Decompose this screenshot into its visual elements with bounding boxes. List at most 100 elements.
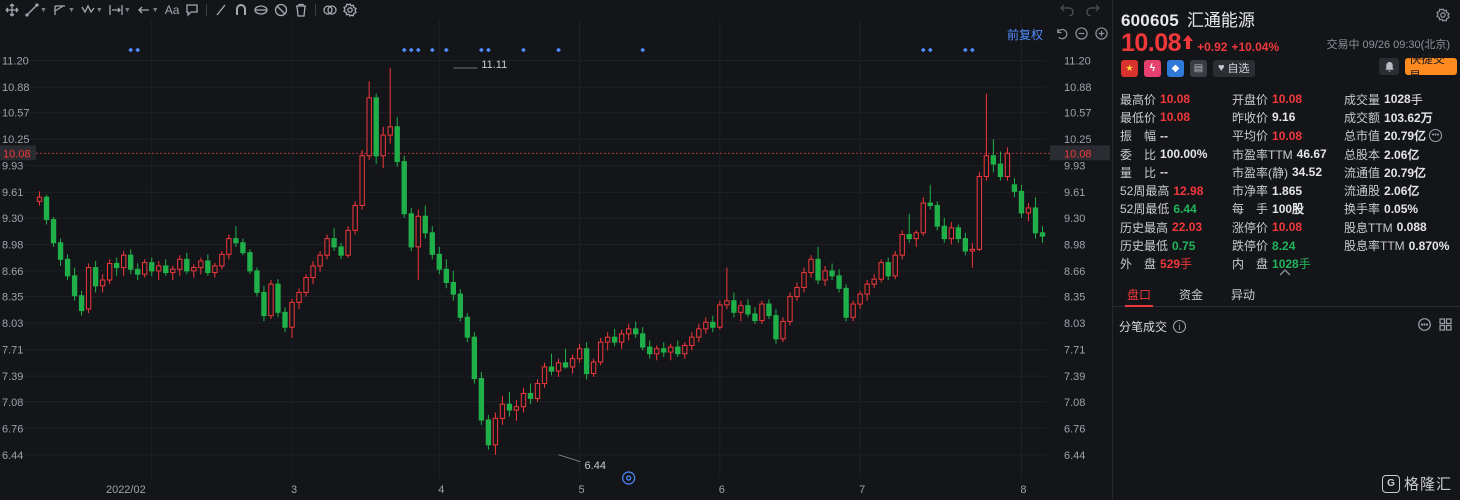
zoom-out-button[interactable] — [1074, 26, 1088, 40]
candle-body[interactable] — [366, 97, 372, 157]
candle-body[interactable] — [289, 301, 295, 328]
candle-body[interactable] — [506, 403, 513, 411]
eye-tool[interactable] — [251, 0, 271, 20]
hot-icon[interactable]: ϟ — [1144, 59, 1161, 77]
candle-body[interactable] — [618, 333, 625, 343]
candle-body[interactable] — [464, 316, 471, 338]
candlestick-chart[interactable]: 11.11 6.44 11.20 11.20 10.88 10.88 10.57 10.57 1… — [0, 20, 1110, 500]
candle-body[interactable] — [373, 97, 379, 157]
candle-body[interactable] — [583, 348, 590, 375]
event-marker[interactable] — [128, 47, 134, 53]
candle-body[interactable] — [724, 300, 730, 306]
candle-body[interactable] — [829, 270, 835, 277]
pen-tool[interactable] — [211, 0, 231, 20]
candle-body[interactable] — [240, 242, 246, 254]
candle-body[interactable] — [731, 300, 737, 313]
event-marker[interactable] — [135, 47, 141, 53]
candle-body[interactable] — [815, 258, 821, 281]
hide-tool[interactable] — [271, 0, 291, 20]
zoom-in-button[interactable] — [1094, 26, 1108, 40]
candle-body[interactable] — [247, 252, 253, 272]
candle-body[interactable] — [331, 238, 337, 248]
candle-body[interactable] — [569, 358, 576, 368]
candle-body[interactable] — [604, 336, 611, 343]
candle-body[interactable] — [177, 258, 183, 270]
china-flag-icon[interactable]: ★ — [1121, 59, 1138, 77]
candle-body[interactable] — [1025, 207, 1032, 214]
candle-body[interactable] — [394, 126, 400, 163]
candle-body[interactable] — [50, 219, 57, 244]
candle-body[interactable] — [983, 155, 990, 177]
candle-body[interactable] — [857, 293, 863, 305]
candle-body[interactable] — [520, 392, 527, 408]
candle-body[interactable] — [408, 213, 414, 248]
candle-body[interactable] — [794, 286, 800, 298]
candle-body[interactable] — [913, 232, 919, 240]
event-marker[interactable] — [556, 47, 561, 53]
candle-body[interactable] — [675, 346, 681, 355]
more-icon[interactable]: ••• — [1429, 129, 1443, 143]
kline-chart-area[interactable]: 11.11 6.44 11.20 11.20 10.88 10.88 10.57 10.57 1… — [0, 20, 1110, 500]
candle-body[interactable] — [254, 270, 260, 293]
candle-body[interactable] — [878, 262, 884, 280]
candle-body[interactable] — [324, 238, 330, 256]
candle-body[interactable] — [941, 225, 947, 240]
candle-body[interactable] — [703, 321, 709, 330]
event-marker[interactable] — [962, 47, 968, 53]
tab-0[interactable]: 盘口 — [1113, 283, 1165, 307]
magnet-tool[interactable] — [231, 0, 251, 20]
event-marker[interactable] — [415, 47, 421, 53]
candle-body[interactable] — [920, 202, 926, 234]
event-marker[interactable] — [478, 47, 484, 53]
candle-body[interactable] — [640, 333, 646, 348]
candle-body[interactable] — [682, 344, 688, 355]
candle-body[interactable] — [282, 311, 288, 328]
candle-body[interactable] — [801, 272, 807, 288]
candle-body[interactable] — [738, 305, 744, 313]
candle-body[interactable] — [885, 262, 891, 277]
candle-body[interactable] — [1039, 232, 1046, 237]
candle-body[interactable] — [780, 320, 786, 340]
event-marker[interactable] — [401, 47, 407, 53]
wave-tool[interactable]: ▼ — [78, 0, 106, 20]
candle-body[interactable] — [345, 229, 351, 256]
candle-body[interactable] — [843, 287, 849, 318]
candle-body[interactable] — [415, 215, 421, 248]
tab-2[interactable]: 异动 — [1231, 288, 1256, 302]
delete-tool[interactable] — [291, 0, 311, 20]
candle-body[interactable] — [142, 262, 148, 275]
candle-body[interactable] — [149, 262, 155, 272]
document-icon[interactable]: ▤ — [1190, 59, 1207, 77]
candle-body[interactable] — [997, 163, 1004, 177]
info-icon[interactable]: i — [1173, 320, 1187, 333]
candle-body[interactable] — [113, 262, 120, 269]
candle-body[interactable] — [78, 295, 85, 312]
candle-body[interactable] — [647, 346, 653, 355]
text-tool[interactable]: Aa — [162, 0, 183, 20]
candle-body[interactable] — [450, 282, 457, 295]
candle-body[interactable] — [106, 262, 113, 281]
candle-body[interactable] — [808, 258, 814, 274]
candle-body[interactable] — [1004, 152, 1011, 177]
candle-body[interactable] — [296, 291, 302, 303]
candle-body[interactable] — [934, 204, 940, 227]
candle-body[interactable] — [1011, 184, 1018, 192]
candle-body[interactable] — [906, 233, 912, 240]
candle-body[interactable] — [359, 155, 365, 206]
candle-body[interactable] — [969, 248, 976, 252]
redo-icon[interactable] — [1086, 2, 1100, 16]
candle-body[interactable] — [990, 155, 997, 165]
candle-body[interactable] — [36, 196, 43, 202]
finance-icon[interactable]: ◆ — [1167, 59, 1184, 77]
tab-1[interactable]: 资金 — [1179, 288, 1204, 302]
more-dots-icon[interactable] — [1418, 318, 1431, 331]
candle-body[interactable] — [927, 202, 933, 206]
candle-body[interactable] — [661, 348, 667, 353]
candle-body[interactable] — [387, 126, 393, 136]
candle-body[interactable] — [597, 341, 604, 363]
candle-body[interactable] — [850, 303, 856, 318]
grid-view-icon[interactable] — [1439, 318, 1452, 331]
candle-body[interactable] — [310, 265, 316, 279]
event-marker[interactable] — [927, 47, 933, 53]
candle-body[interactable] — [184, 258, 190, 272]
